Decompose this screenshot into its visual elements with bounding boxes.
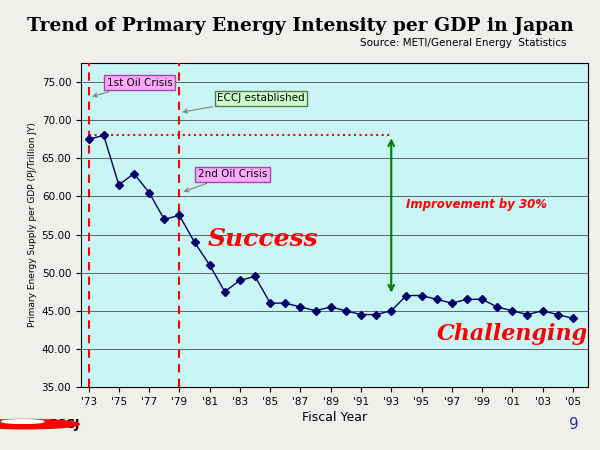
Text: Improvement by 30%: Improvement by 30%	[406, 198, 547, 211]
Text: ECCJ: ECCJ	[49, 418, 80, 431]
Text: Challenging: Challenging	[437, 323, 588, 345]
X-axis label: Fiscal Year: Fiscal Year	[302, 411, 367, 424]
Text: Trend of Primary Energy Intensity per GDP in Japan: Trend of Primary Energy Intensity per GD…	[26, 17, 574, 35]
Text: 1st Oil Crisis: 1st Oil Crisis	[93, 78, 172, 97]
Text: Success: Success	[207, 227, 318, 251]
Y-axis label: Primary Energy Supply per GDP (PJ/Trillion JY): Primary Energy Supply per GDP (PJ/Trilli…	[28, 122, 37, 328]
Text: ECCJ established: ECCJ established	[184, 93, 305, 113]
Text: Source: METI/General Energy  Statistics: Source: METI/General Energy Statistics	[360, 38, 566, 49]
Circle shape	[2, 420, 44, 423]
Circle shape	[0, 419, 79, 429]
Text: 2nd Oil Crisis: 2nd Oil Crisis	[185, 169, 267, 192]
Text: 9: 9	[569, 417, 579, 432]
